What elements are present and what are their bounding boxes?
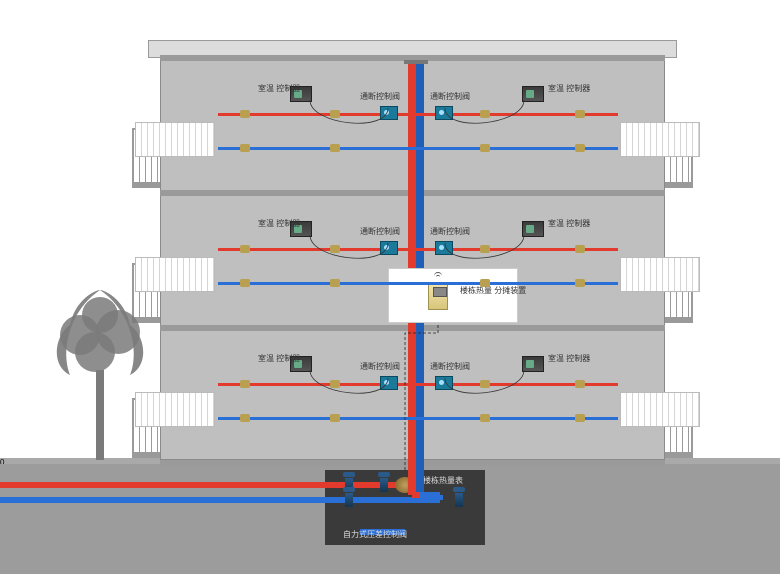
room-controller-label: 室温 控制器 <box>258 354 300 364</box>
radiator <box>620 122 700 157</box>
heat-allocator-label: 楼栋热量 分摊装置 <box>460 286 526 296</box>
room-controller-label: 室温 控制器 <box>548 354 590 364</box>
balancing-valve <box>575 279 585 287</box>
balancing-valve <box>330 414 340 422</box>
heat-allocator <box>428 282 448 310</box>
balancing-valve <box>575 110 585 118</box>
balancing-valve <box>330 144 340 152</box>
room-controller-label: 室温 控制器 <box>548 84 590 94</box>
dp-valve-label: 自力式压差控制阀 <box>343 530 407 540</box>
room-controller-label: 室温 控制器 <box>548 219 590 229</box>
balancing-valve <box>480 144 490 152</box>
balancing-valve <box>240 380 250 388</box>
balancing-valve <box>330 279 340 287</box>
balancing-valve <box>575 245 585 253</box>
gate-valve <box>380 478 388 492</box>
room-controller-label: 室温 控制器 <box>258 219 300 229</box>
balancing-valve <box>240 279 250 287</box>
radiator <box>135 257 215 292</box>
radiator <box>135 392 215 427</box>
balancing-valve <box>480 414 490 422</box>
radiator <box>135 122 215 157</box>
balancing-valve <box>240 245 250 253</box>
balancing-valve <box>240 414 250 422</box>
gate-valve <box>345 493 353 507</box>
radiator <box>620 257 700 292</box>
balancing-valve <box>575 144 585 152</box>
balancing-valve <box>480 279 490 287</box>
balancing-valve <box>240 110 250 118</box>
heat-meter-label: 楼栋热量表 <box>423 476 463 486</box>
room-controller-label: 室温 控制器 <box>258 84 300 94</box>
radiator <box>620 392 700 427</box>
gate-valve <box>455 493 463 507</box>
balancing-valve <box>575 380 585 388</box>
balancing-valve <box>240 144 250 152</box>
balancing-valve <box>575 414 585 422</box>
